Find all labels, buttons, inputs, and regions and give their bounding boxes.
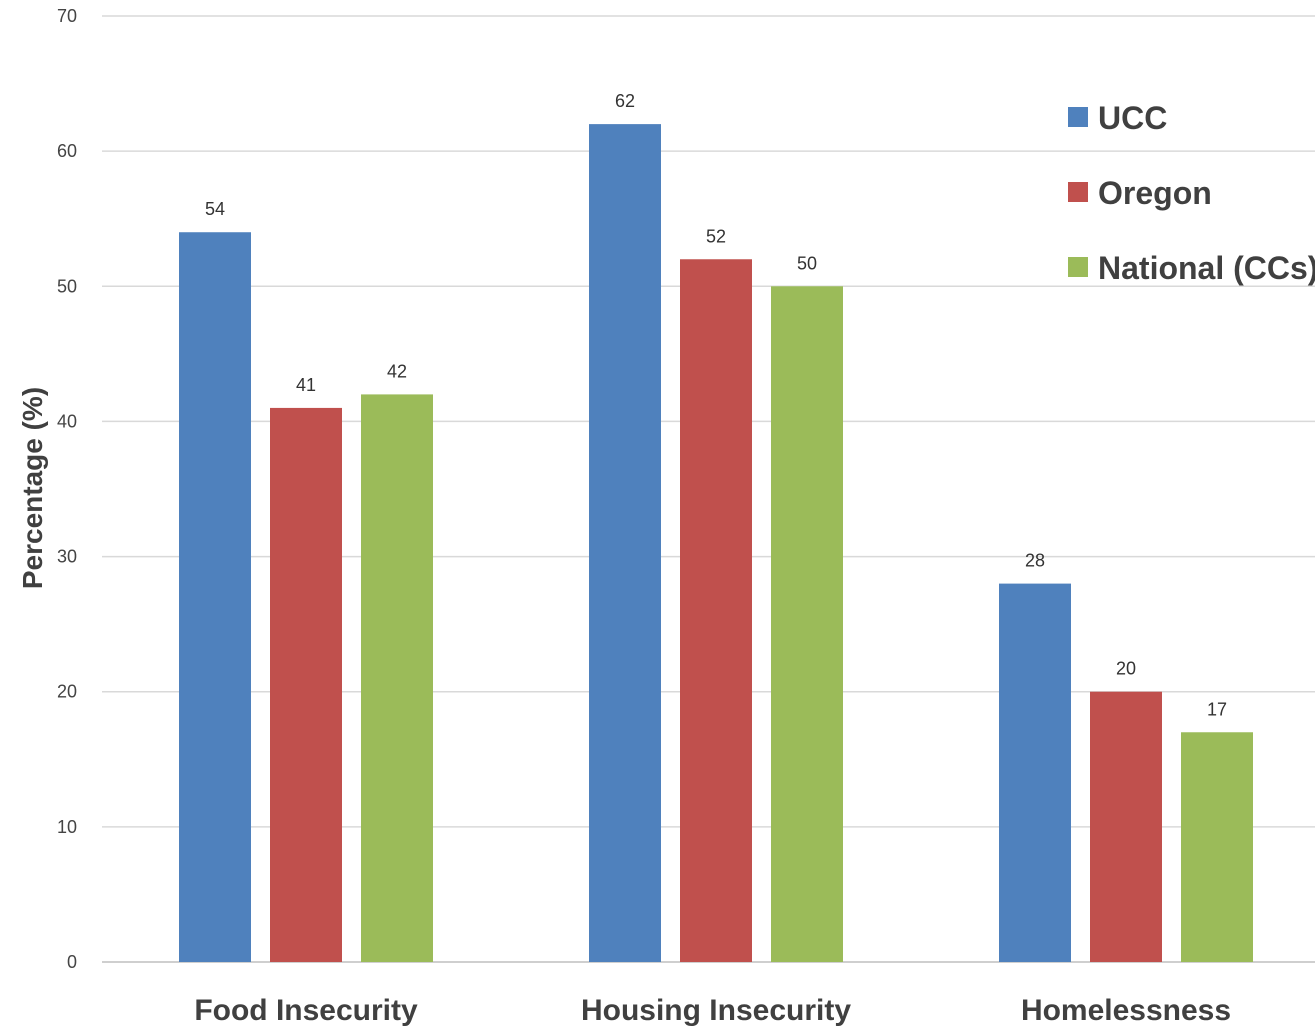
- bar-ucc-1: [589, 124, 661, 963]
- data-labels: 54 41 42 62 52 50 28 20 17: [205, 91, 1227, 719]
- legend-label: National (CCs): [1098, 250, 1315, 286]
- x-category-label: Homelessness: [1021, 994, 1231, 1027]
- data-label: 50: [797, 253, 817, 273]
- data-label: 54: [205, 199, 225, 219]
- legend: UCC Oregon National (CCs): [1068, 100, 1315, 286]
- y-tick-label: 10: [57, 817, 77, 837]
- legend-swatch: [1068, 107, 1088, 127]
- data-label: 41: [296, 375, 316, 395]
- data-label: 28: [1025, 551, 1045, 571]
- data-label: 52: [706, 226, 726, 246]
- bar-national-ccs-2: [1181, 732, 1253, 962]
- legend-label: Oregon: [1098, 175, 1212, 211]
- y-tick-label: 0: [67, 952, 77, 972]
- bar-national-ccs-1: [771, 286, 843, 962]
- bar-national-ccs-0: [361, 394, 433, 962]
- bar-ucc-0: [179, 232, 251, 962]
- bar-ucc-2: [999, 583, 1071, 962]
- data-label: 62: [615, 91, 635, 111]
- bars: [179, 124, 1253, 963]
- y-tick-label: 20: [57, 682, 77, 702]
- bar-oregon-1: [680, 259, 752, 962]
- legend-swatch: [1068, 182, 1088, 202]
- legend-swatch: [1068, 257, 1088, 277]
- data-label: 42: [387, 361, 407, 381]
- y-tick-label: 60: [57, 141, 77, 161]
- data-label: 17: [1207, 699, 1227, 719]
- bar-oregon-2: [1090, 691, 1162, 962]
- y-tick-label: 40: [57, 411, 77, 431]
- y-axis-title: Percentage (%): [17, 387, 48, 589]
- y-axis-ticks: 0 10 20 30 40 50 60 70: [57, 6, 77, 972]
- x-category-label: Food Insecurity: [194, 994, 418, 1027]
- data-label: 20: [1116, 659, 1136, 679]
- y-tick-label: 30: [57, 547, 77, 567]
- x-axis-categories: Food Insecurity Housing Insecurity Homeles…: [194, 994, 1231, 1027]
- y-tick-label: 50: [57, 276, 77, 296]
- bar-oregon-0: [270, 407, 342, 962]
- y-tick-label: 70: [57, 6, 77, 26]
- x-category-label: Housing Insecurity: [581, 994, 851, 1027]
- legend-label: UCC: [1098, 100, 1167, 136]
